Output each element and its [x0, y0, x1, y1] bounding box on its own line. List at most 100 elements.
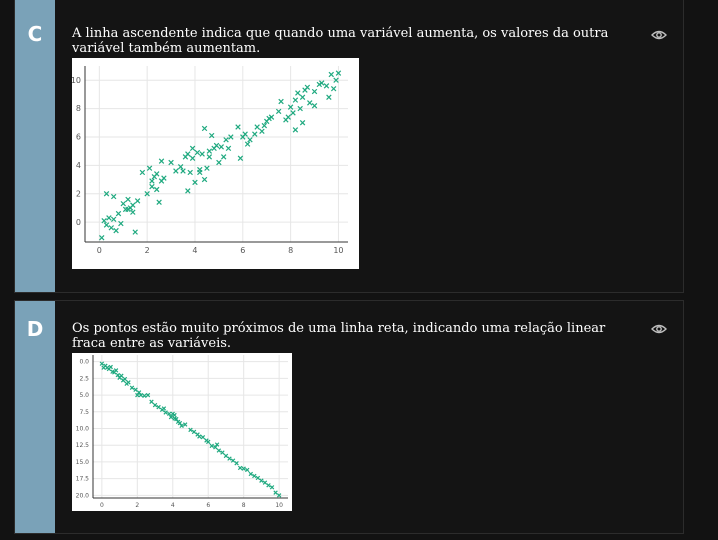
data-point — [230, 458, 236, 463]
x-tick-label: 0 — [97, 246, 102, 255]
data-point — [237, 465, 243, 471]
data-point — [149, 399, 154, 404]
data-point — [311, 88, 318, 95]
data-point — [330, 85, 337, 92]
data-point — [115, 210, 122, 217]
y-tick-label: 10 — [72, 76, 81, 85]
y-tick-label: 17.5 — [76, 476, 90, 483]
data-point — [138, 392, 144, 398]
data-point — [252, 131, 258, 137]
data-point — [214, 442, 220, 447]
data-point — [168, 159, 174, 166]
data-point — [129, 385, 135, 390]
y-tick-label: 10.0 — [76, 426, 90, 433]
data-point — [188, 427, 193, 433]
scatter-plot-image: 0 2 4 6 8 10 0 2 4 6 8 10 — [71, 58, 359, 269]
y-tick-label: 2 — [76, 189, 81, 198]
data-point — [149, 178, 155, 184]
eye-icon[interactable] — [651, 320, 667, 334]
option-card-d[interactable]: D Os pontos estão muito próximos de uma … — [14, 300, 684, 534]
data-point — [126, 380, 131, 385]
data-point — [189, 145, 196, 152]
data-point — [292, 127, 299, 133]
data-point — [115, 372, 121, 378]
data-point — [204, 165, 210, 171]
data-point — [125, 206, 131, 213]
data-point — [130, 209, 136, 215]
data-point — [269, 485, 275, 490]
data-point — [244, 141, 251, 147]
data-point — [200, 434, 206, 440]
data-point — [241, 466, 246, 471]
data-point — [135, 392, 140, 398]
scatter-plot-c: 0 2 4 6 8 10 0 2 4 6 8 10 — [71, 66, 348, 255]
data-point — [163, 410, 168, 415]
data-point — [156, 199, 162, 205]
y-tick-label: 7.5 — [79, 409, 89, 416]
data-point — [208, 132, 215, 139]
data-point — [252, 473, 257, 479]
x-tick-label: 4 — [171, 502, 175, 509]
option-letter-strip — [15, 301, 55, 533]
data-point — [158, 158, 165, 164]
data-point — [103, 191, 110, 197]
data-point — [118, 220, 124, 227]
data-point — [194, 149, 201, 156]
data-point — [146, 165, 153, 171]
data-point — [197, 166, 203, 173]
scatter-plot-d: 0.0 2.5 5.0 7.5 10.0 12.5 15.0 17.5 20.0 0 2 4 6 8 10 — [76, 355, 288, 509]
data-point — [278, 98, 284, 105]
data-point — [133, 387, 138, 392]
data-point — [113, 227, 119, 234]
data-point — [113, 368, 119, 373]
data-point — [103, 222, 110, 228]
x-tick-label: 10 — [333, 246, 343, 255]
data-point — [216, 159, 222, 166]
data-point — [297, 105, 303, 112]
y-tick-label: 8 — [76, 104, 81, 113]
x-tick-label: 8 — [288, 246, 293, 255]
data-point — [299, 94, 306, 100]
data-point — [290, 110, 296, 116]
data-point — [130, 202, 136, 208]
data-point — [142, 393, 147, 398]
data-point — [174, 416, 179, 422]
data-point — [218, 144, 225, 150]
option-card-c[interactable]: C A linha ascendente indica que quando u… — [14, 0, 684, 293]
option-letter: C — [27, 22, 43, 46]
x-tick-label: 4 — [192, 246, 197, 255]
data-point — [227, 456, 232, 461]
data-point — [209, 443, 214, 449]
data-point — [152, 402, 158, 408]
data-point — [192, 179, 198, 186]
data-point — [154, 171, 160, 177]
data-point — [125, 196, 131, 203]
data-point — [145, 392, 151, 398]
data-point — [323, 83, 330, 89]
data-point — [189, 155, 196, 161]
y-tick-label: 6 — [76, 133, 81, 142]
data-point — [259, 478, 264, 483]
data-point — [299, 120, 306, 126]
data-point — [228, 134, 234, 140]
data-point — [247, 137, 253, 143]
y-tick-label: 0.0 — [79, 359, 89, 366]
data-point — [216, 448, 222, 453]
data-point — [108, 225, 115, 231]
data-point — [261, 122, 268, 129]
data-point — [201, 176, 208, 183]
data-point — [220, 450, 225, 455]
data-point — [223, 453, 229, 459]
data-point — [136, 390, 142, 395]
data-point — [144, 191, 150, 197]
data-point — [106, 215, 112, 221]
data-point — [134, 198, 141, 204]
data-point — [311, 103, 318, 109]
data-point — [206, 154, 213, 160]
eye-icon[interactable] — [651, 26, 667, 40]
data-point — [295, 90, 301, 96]
y-tick-label: 4 — [76, 161, 81, 170]
data-point — [139, 169, 146, 176]
y-tick-label: 12.5 — [76, 442, 90, 449]
data-point — [110, 216, 117, 223]
